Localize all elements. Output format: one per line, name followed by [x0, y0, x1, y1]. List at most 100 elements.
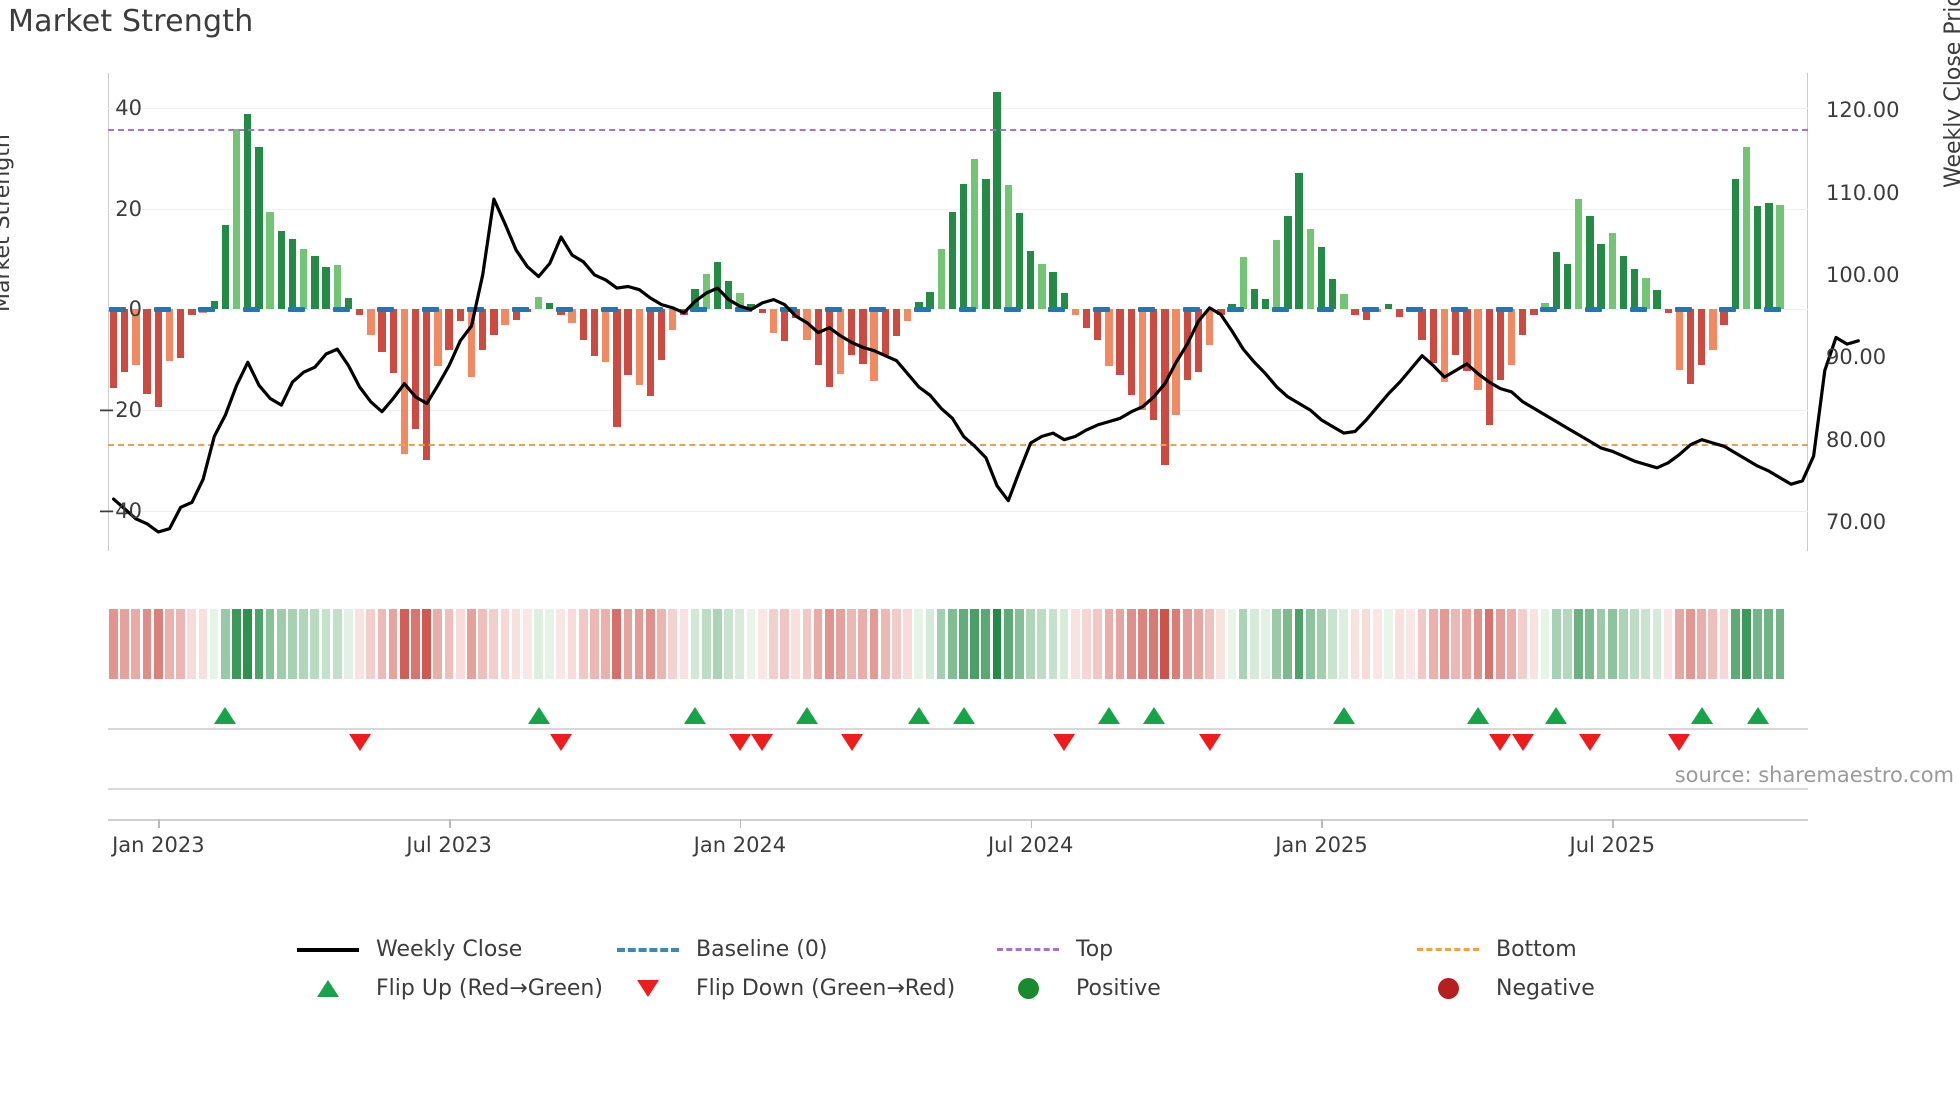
heat-cell: [310, 609, 320, 679]
strength-bar: [1284, 215, 1292, 310]
strength-bar: [221, 224, 230, 310]
heat-cell: [601, 609, 610, 679]
heat-cell: [1082, 609, 1091, 679]
strength-bar: [266, 211, 274, 310]
x-axis-tick-mark: [1612, 819, 1614, 828]
strength-bar: [736, 293, 744, 310]
heat-cell: [366, 609, 376, 679]
triangle-down-red-icon: [600, 980, 696, 997]
legend-item[interactable]: Flip Up (Red→Green): [280, 969, 603, 1008]
baseline-segment: [108, 306, 126, 312]
heat-cell: [1473, 609, 1483, 679]
strength-bar: [109, 309, 118, 388]
baseline-segment: [1540, 306, 1558, 312]
heat-cell: [925, 609, 935, 679]
heat-cell: [858, 609, 868, 679]
strength-bar: [892, 309, 901, 336]
heat-cell: [668, 609, 678, 679]
legend-item[interactable]: Positive: [980, 969, 1400, 1008]
flip-down-marker: [728, 734, 751, 751]
legend-label: Top: [1076, 937, 1114, 962]
heat-cell: [970, 609, 980, 679]
heat-cell: [1126, 609, 1136, 679]
heat-cell: [1261, 609, 1270, 679]
top-reference-line: [108, 129, 1808, 132]
legend-item[interactable]: Weekly Close: [280, 930, 600, 969]
flip-up-marker: [907, 707, 930, 724]
heat-cell: [109, 609, 118, 679]
heat-cell: [1093, 609, 1103, 679]
heat-cell: [433, 609, 443, 679]
strength-bar: [1653, 290, 1661, 310]
strength-bar: [1452, 309, 1460, 355]
heat-cell: [1484, 609, 1494, 679]
heat-cell: [411, 609, 420, 679]
heat-cell: [1160, 609, 1170, 679]
strength-bar: [1351, 309, 1359, 315]
strength-bar: [1082, 309, 1091, 328]
heat-cell: [1026, 609, 1035, 679]
strength-bar: [1261, 299, 1270, 310]
solid-line-black-glyph: [297, 947, 359, 952]
baseline-segment: [1361, 306, 1379, 312]
heat-cell: [1104, 609, 1114, 679]
heat-cell: [422, 609, 431, 679]
heat-cell: [399, 609, 409, 679]
strength-bar: [903, 309, 912, 321]
strength-bar: [277, 230, 286, 310]
strength-bar: [534, 297, 543, 310]
heat-cell: [187, 609, 197, 679]
dashed-line-blue-glyph: [617, 947, 679, 952]
flip-down-marker: [1668, 734, 1691, 751]
strength-bar: [613, 309, 621, 428]
flip-down-marker: [1053, 734, 1076, 751]
legend-label: Flip Down (Green→Red): [696, 976, 956, 1001]
heat-cell: [388, 609, 398, 679]
strength-bar: [1049, 272, 1057, 310]
heat-cell: [1742, 609, 1751, 679]
strength-bar: [579, 309, 587, 340]
heat-cell: [444, 609, 454, 679]
legend-item[interactable]: Flip Down (Green→Red): [600, 969, 980, 1008]
heat-cell: [1305, 609, 1315, 679]
x-axis-tick-label: Jan 2023: [112, 833, 205, 857]
page-title: Market Strength: [8, 4, 254, 39]
strength-bar: [792, 309, 800, 318]
heat-cell: [645, 609, 655, 679]
strength-bar: [1563, 264, 1572, 310]
legend-item[interactable]: Bottom: [1400, 930, 1680, 969]
heat-cell: [1182, 609, 1192, 679]
dashed-line-purple-glyph: [997, 948, 1059, 951]
flip-up-marker: [1690, 707, 1713, 724]
strength-bar: [1396, 309, 1404, 317]
strength-bar: [1038, 264, 1046, 310]
strength-bar: [288, 239, 297, 310]
strength-bar: [1362, 309, 1370, 320]
strength-bar: [1127, 309, 1136, 395]
baseline-segment: [422, 306, 440, 312]
heat-cell: [153, 609, 163, 679]
strength-bar: [423, 309, 431, 461]
legend-item[interactable]: Negative: [1400, 969, 1680, 1008]
heat-cell: [1495, 609, 1505, 679]
heat-cell: [343, 609, 353, 679]
heat-cell: [713, 609, 722, 679]
heat-cell: [545, 609, 555, 679]
flip-down-marker: [840, 734, 863, 751]
heat-cell: [243, 609, 253, 679]
baseline-segment: [1451, 306, 1468, 312]
legend-item[interactable]: Baseline (0): [600, 930, 980, 969]
heat-cell: [869, 609, 879, 679]
legend-item[interactable]: Top: [980, 930, 1400, 969]
flip-up-marker: [796, 707, 818, 724]
strength-bar: [758, 309, 766, 314]
y-axis-right-tick: 120.00: [1826, 98, 1900, 123]
circle-red-glyph: [1437, 978, 1459, 999]
baseline-segment: [1048, 306, 1066, 312]
heat-cell: [1328, 609, 1337, 679]
flip-baseline-rule: [108, 728, 1808, 730]
weekly-close-line: [111, 197, 1860, 534]
x-axis-line: [108, 819, 1808, 821]
strength-bar: [1161, 309, 1169, 466]
strength-bar: [590, 309, 599, 356]
